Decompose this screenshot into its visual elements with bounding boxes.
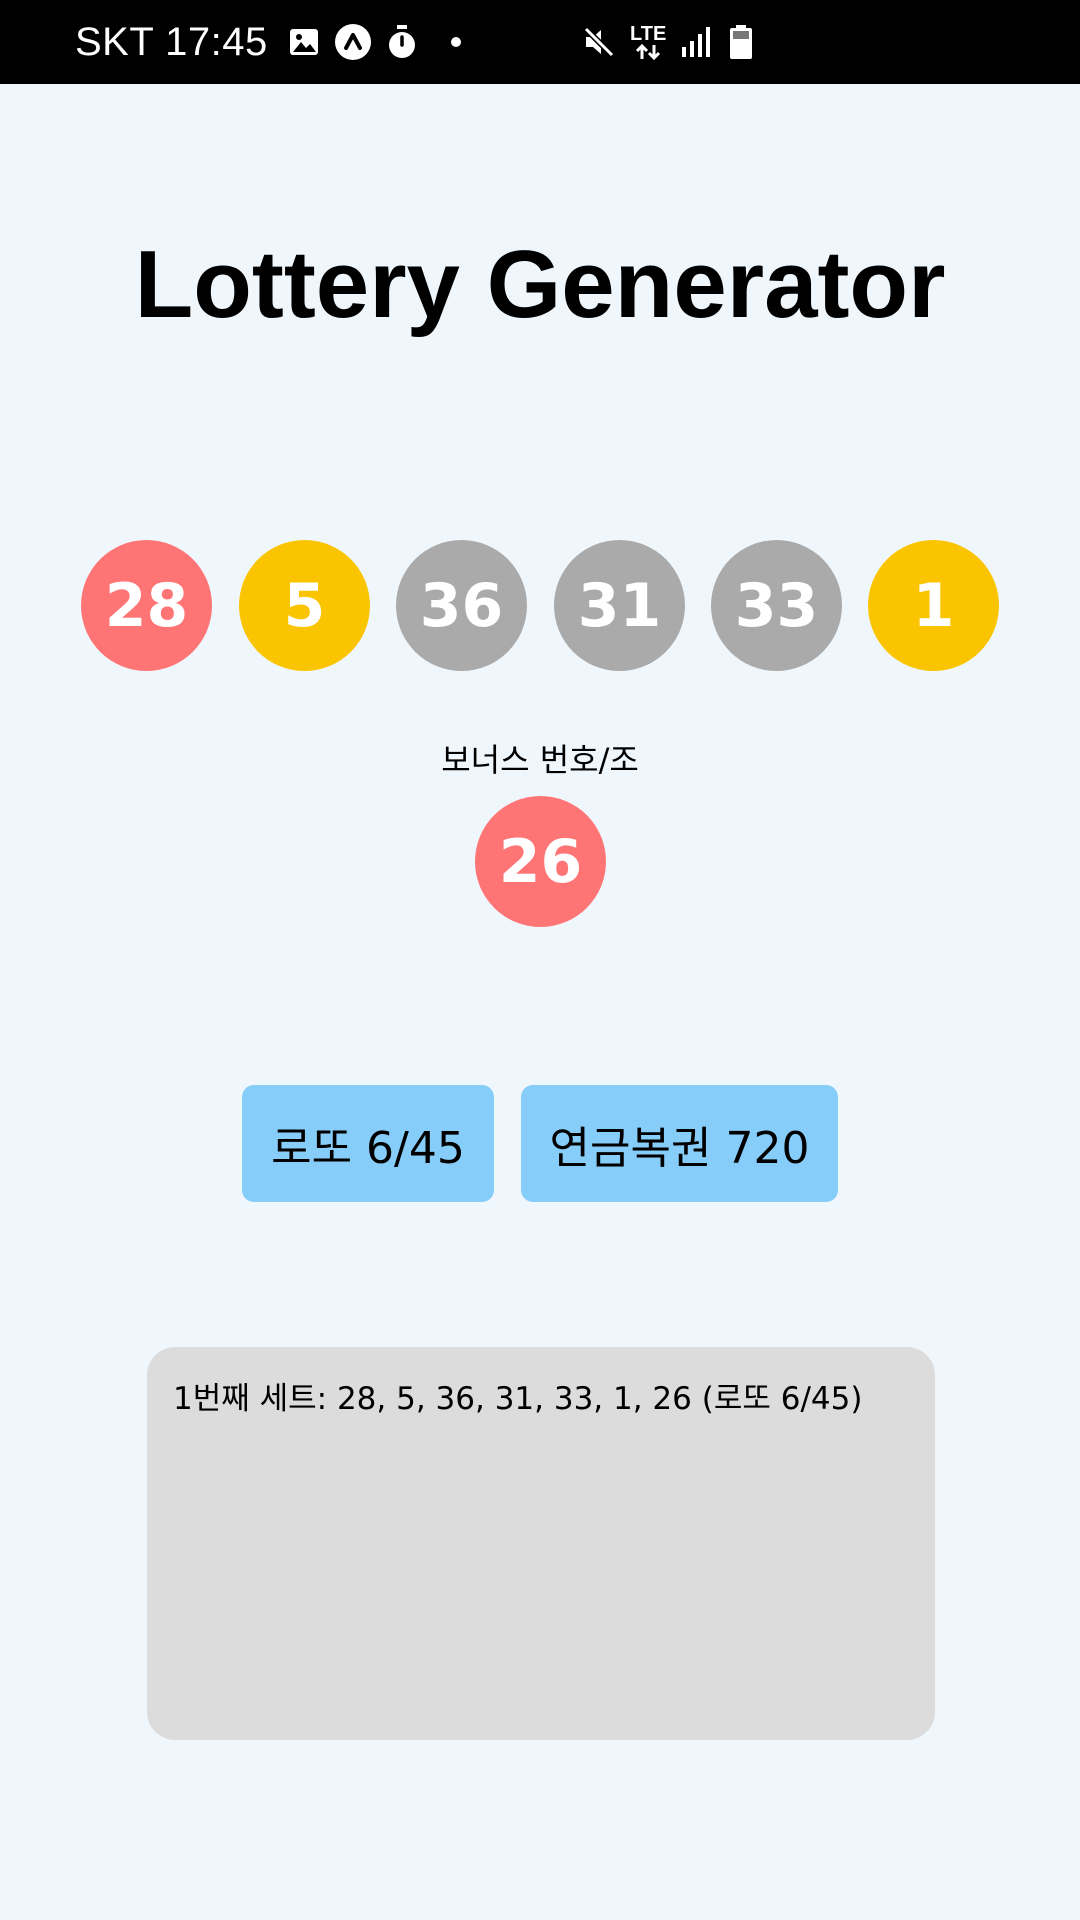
lottery-ball: 33 — [711, 540, 842, 671]
status-bar-right: LTE — [582, 0, 754, 84]
signal-icon — [680, 25, 714, 59]
status-bar-left: SKT 17:45 — [75, 0, 462, 84]
gallery-icon — [288, 26, 320, 58]
timer-icon — [386, 24, 418, 60]
page-title: Lottery Generator — [134, 231, 946, 338]
ball-number: 36 — [419, 570, 504, 641]
mute-icon — [582, 25, 616, 59]
lottery-ball: 28 — [81, 540, 212, 671]
battery-icon — [728, 24, 754, 60]
lottery-ball-row: 28 5 36 31 33 1 — [0, 540, 1080, 671]
dot-icon — [450, 36, 462, 48]
results-box[interactable]: 1번째 세트: 28, 5, 36, 31, 33, 1, 26 (로또 6/4… — [147, 1347, 935, 1740]
ball-number: 28 — [104, 570, 189, 641]
pension-720-button[interactable]: 연금복권 720 — [521, 1085, 838, 1202]
result-line: 1번째 세트: 28, 5, 36, 31, 33, 1, 26 (로또 6/4… — [173, 1381, 863, 1417]
lottery-ball: 1 — [868, 540, 999, 671]
ball-number: 33 — [734, 570, 819, 641]
lotto-645-button[interactable]: 로또 6/45 — [242, 1085, 494, 1202]
network-type: LTE — [630, 23, 667, 45]
carrier-time: SKT 17:45 — [75, 19, 268, 64]
status-bar: SKT 17:45 — [0, 0, 1080, 84]
app-a-icon — [334, 23, 372, 61]
bonus-ball: 26 — [475, 796, 606, 927]
lottery-ball: 36 — [396, 540, 527, 671]
bonus-label: 보너스 번호/조 — [441, 741, 639, 779]
lottery-ball: 5 — [239, 540, 370, 671]
ball-number: 1 — [912, 570, 955, 641]
bonus-ball-number: 26 — [498, 826, 583, 897]
lottery-ball: 31 — [554, 540, 685, 671]
ball-number: 5 — [283, 570, 326, 641]
ball-number: 31 — [577, 570, 662, 641]
lte-data-icon: LTE — [630, 24, 666, 60]
